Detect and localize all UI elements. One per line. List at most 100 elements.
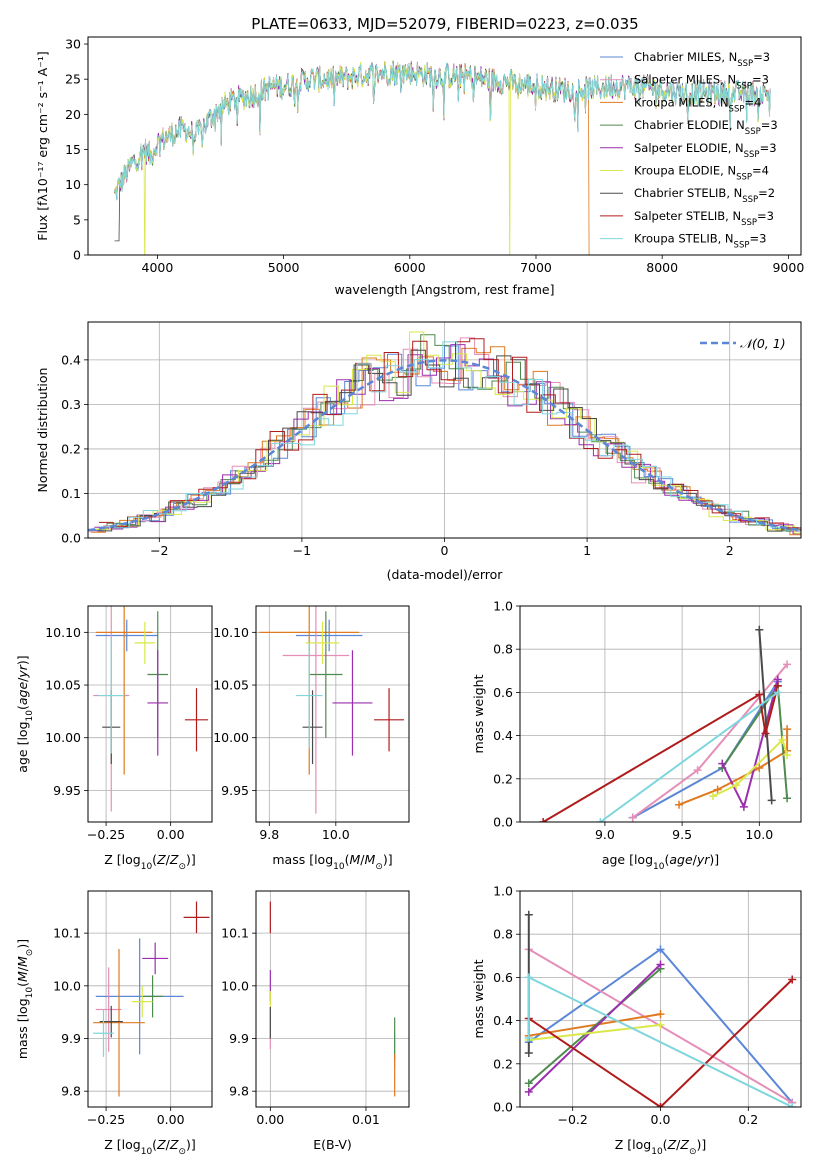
axes-frame [519,605,802,823]
label-part: Z [679,1137,689,1152]
weight-line [599,691,779,822]
y-axis-label: age [log10(age/yr)] [15,655,35,772]
residual-axes: −2 −1 0 1 2 0.0 0.1 0.2 0.3 0.4 (data-model)/error… [35,321,802,582]
weight-marker [596,818,605,822]
ebv-mass-axes: 0.00 0.01 9.8 9.9 10.0 10.1 E(B-V) [221,890,410,1152]
weight-line [528,963,662,1093]
label-part: )] [15,939,30,949]
x-tick-label: 10.0 [745,827,773,842]
weight-line [528,1023,661,1041]
x-axis-label: (data-model)/error [387,567,504,582]
label-part: Z [169,1137,179,1152]
error-bar [309,611,343,738]
legend-sub: SSP [745,127,761,137]
label-part: / [166,852,171,867]
error-bar [184,688,209,752]
weight-marker [755,690,764,699]
axes-frame [87,605,213,823]
x-tick-label: −0.25 [87,1112,125,1127]
error-bar [142,942,169,975]
plot-area [93,901,210,1097]
weight-marker [693,766,702,775]
weight-marker [783,660,792,669]
x-tick-label: −0.25 [87,827,125,842]
x-tick-label: −0.2 [558,1112,588,1127]
error-bar [295,642,323,749]
error-bar [131,985,153,1018]
label-part: / [166,1137,171,1152]
weight-line [528,978,793,1107]
y-tick-label: 15 [65,142,81,157]
legend-value: =3 [761,118,778,132]
weight-marker [773,688,782,697]
plot-area [114,60,771,255]
weight-series [708,735,792,801]
label-part: mass [log [272,852,333,867]
y-tick-label: 10 [65,177,81,192]
weight-marker [788,975,797,984]
weight-marker [524,1033,533,1042]
x-tick-label: 9.8 [259,827,279,842]
y-tick-label: 9.95 [221,783,249,798]
legend-sub: SSP [736,82,752,92]
weight-marker [539,818,548,822]
y-tick-label: 0 [73,248,81,263]
y-tick-label: 0.4 [61,352,81,367]
label-part: Z [156,852,166,867]
spectrum-title: PLATE=0633, MJD=52079, FIBERID=0223, z=0… [251,15,638,33]
weight-series [524,960,665,1096]
label-part: )] [383,852,393,867]
weight-marker [656,1103,665,1107]
legend-sub: SSP [737,59,753,69]
x-tick-label: 2 [726,543,734,558]
x-tick-label: 0.2 [738,1112,758,1127]
legend-value: =3 [749,232,766,246]
weight-marker [783,751,792,760]
y-tick-label: 9.9 [61,1031,81,1046]
label-part: 10 [141,1147,153,1157]
legend-label: Salpeter STELIB, NSSP=3 [634,209,774,228]
normal-curve [88,359,801,532]
y-axis-label: mass [log10(M/M⊙)] [15,939,35,1059]
error-bar [302,690,323,765]
y-tick-label: 0.2 [61,441,81,456]
gridlines [88,606,212,822]
y-tick-label: 10.05 [213,678,249,693]
label-part: ( [663,1137,668,1152]
x-tick-label: 0.00 [157,1112,185,1127]
label-part: )] [709,852,719,867]
legend-label: Chabrier ELODIE, NSSP=3 [634,118,778,137]
weight-marker [732,781,741,790]
label-part: 10 [25,710,35,722]
weight-line [528,968,662,1084]
axes-frame [87,890,213,1108]
age-weight-axes: 9.0 9.5 10.0 0.0 0.2 0.4 0.6 0.8 1.0 age [log10(a… [471,599,802,872]
histogram-step [89,337,801,533]
legend-sub: SSP [736,173,752,183]
x-tick-label: 7000 [520,260,552,275]
label-part: ( [152,852,157,867]
x-axis-label: Z [log10(Z/Z⊙)] [104,1137,196,1157]
weight-marker [656,1020,665,1029]
y-tick-label: 0.0 [61,531,81,546]
label-part: )] [696,1137,706,1152]
y-tick-label: 10.10 [213,625,249,640]
y-tick-label: 9.8 [229,1084,249,1099]
weight-line [542,685,779,822]
weight-marker [713,785,722,794]
axes-frame [87,36,802,256]
weight-marker [524,973,533,982]
gridlines [256,891,409,1107]
x-tick-label: 0.00 [157,827,185,842]
y-tick-label: 0.8 [493,642,513,657]
y-tick-label: 1.0 [493,884,513,899]
y-tick-label: 10.0 [221,978,249,993]
x-tick-label: 0.00 [256,1112,284,1127]
weight-series [628,660,792,822]
error-bar [295,619,363,652]
histogram-step [91,346,801,536]
label-part: Z [169,852,179,867]
error-bar [95,967,122,1052]
y-tick-label: 10.05 [45,678,81,693]
label-part: ⊙ [375,862,383,872]
